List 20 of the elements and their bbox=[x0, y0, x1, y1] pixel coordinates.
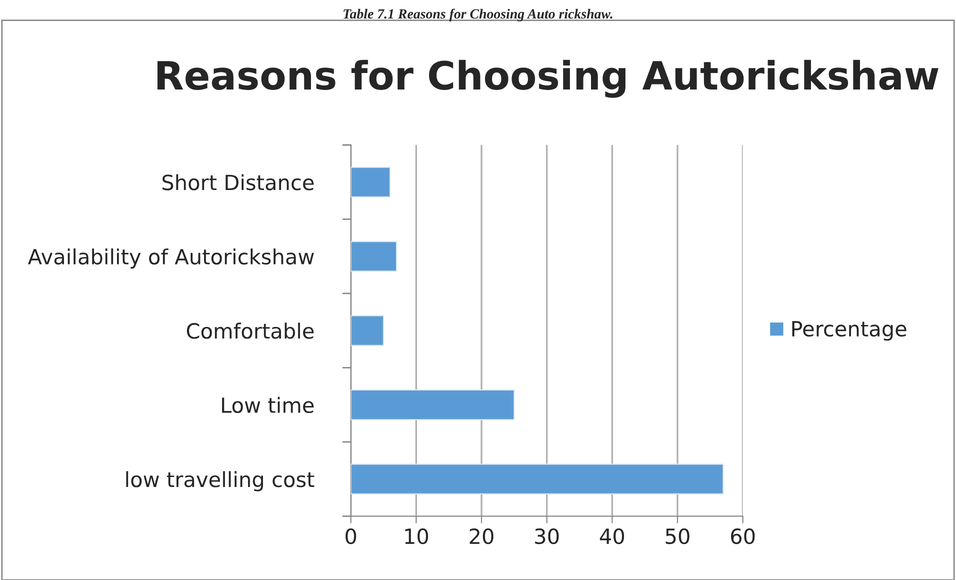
y-tick-label: Low time bbox=[222, 396, 314, 414]
bar bbox=[350, 464, 724, 494]
y-tick-label: Availability of Autorickshaw bbox=[28, 248, 314, 269]
y-tick-label: Short Distance bbox=[162, 174, 314, 190]
y-tick-label: low travelling cost bbox=[126, 471, 314, 492]
x-tick-label: 50 bbox=[666, 528, 690, 544]
bar bbox=[350, 315, 384, 346]
x-tick-label: 10 bbox=[405, 528, 428, 544]
bar bbox=[350, 166, 391, 198]
chart-title: Reasons for Choosing Autorickshaw bbox=[157, 60, 938, 98]
legend-label: Percentage bbox=[792, 321, 906, 341]
x-tick-label: 60 bbox=[731, 528, 755, 544]
x-tick-label: 0 bbox=[346, 528, 356, 544]
x-tick-label: 30 bbox=[535, 528, 559, 544]
bar bbox=[350, 389, 515, 420]
bar bbox=[350, 240, 398, 272]
caption: Table 7.1 Reasons for Choosing Auto rickshaw. bbox=[344, 8, 612, 22]
y-tick-label: Comfortable bbox=[186, 322, 314, 339]
x-tick-label: 20 bbox=[470, 528, 494, 544]
x-tick-label: 40 bbox=[600, 528, 624, 544]
